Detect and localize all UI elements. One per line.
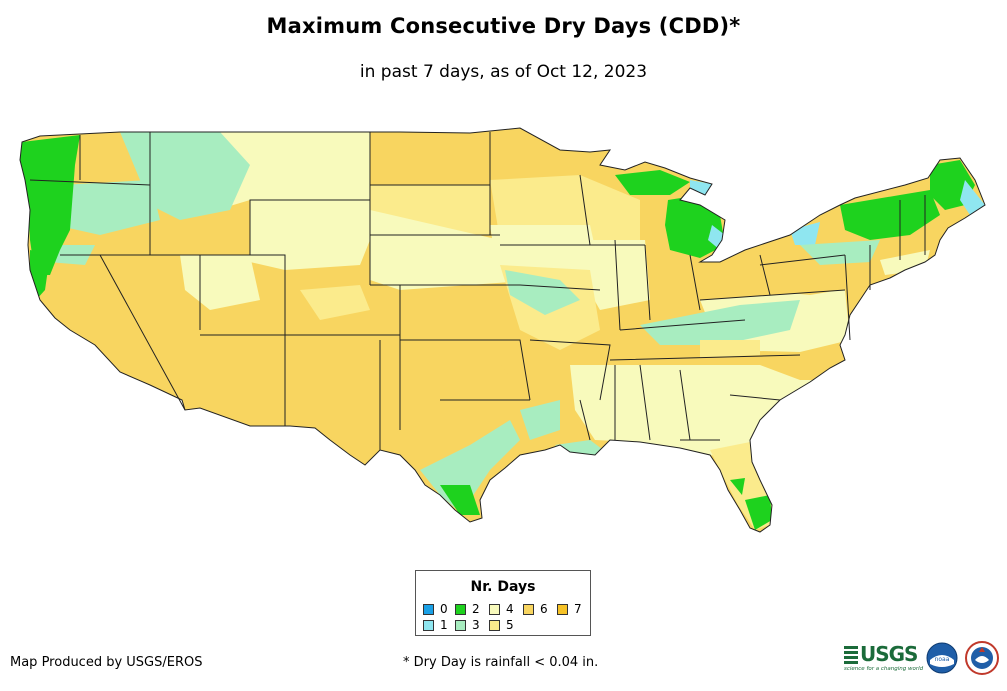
map-subtitle: in past 7 days, as of Oct 12, 2023 [359, 62, 648, 82]
legend-item-5: 5 [489, 618, 514, 632]
legend-swatch-3 [455, 619, 466, 631]
nws-logo-icon [965, 641, 999, 675]
legend-item-4: 4 [489, 602, 514, 616]
usgs-tagline: science for a changing world [844, 666, 924, 672]
legend-label-4: 4 [506, 602, 514, 616]
dry-days-raster [20, 128, 985, 532]
legend-item-3: 3 [455, 618, 480, 632]
legend-item-1: 1 [423, 618, 448, 632]
legend-label-0: 0 [440, 602, 448, 616]
map-credit: Map Produced by USGS/EROS [10, 655, 203, 670]
agency-logos: USGS science for a changing world noaa [842, 640, 1002, 680]
legend-swatch-5 [489, 619, 500, 631]
legend-label-2: 2 [472, 602, 480, 616]
legend-item-2: 2 [455, 602, 480, 616]
map-title: Maximum Consecutive Dry Days (CDD)* [266, 14, 741, 38]
legend-title: Nr. Days [470, 579, 536, 595]
legend-swatch-6 [523, 603, 534, 615]
legend-item-7: 7 [557, 602, 582, 616]
legend-swatch-4 [489, 603, 500, 615]
legend-item-0: 0 [423, 602, 448, 616]
legend-label-7: 7 [574, 602, 582, 616]
legend-label-1: 1 [440, 618, 448, 632]
dry-day-footnote: * Dry Day is rainfall < 0.04 in. [403, 655, 599, 670]
legend-swatch-0 [423, 603, 434, 615]
legend-item-6: 6 [523, 602, 548, 616]
legend-swatch-7 [557, 603, 568, 615]
noaa-wordmark: noaa [935, 656, 950, 663]
state-boundaries [19, 127, 986, 533]
legend: Nr. Days 0 1 2 3 4 5 6 7 [415, 570, 591, 636]
legend-label-3: 3 [472, 618, 480, 632]
legend-label-5: 5 [506, 618, 514, 632]
noaa-logo-icon: noaa [926, 642, 958, 674]
usgs-wordmark: USGS [860, 642, 918, 666]
legend-swatch-2 [455, 603, 466, 615]
legend-swatch-1 [423, 619, 434, 631]
legend-label-6: 6 [540, 602, 548, 616]
usgs-logo-icon [844, 646, 858, 664]
